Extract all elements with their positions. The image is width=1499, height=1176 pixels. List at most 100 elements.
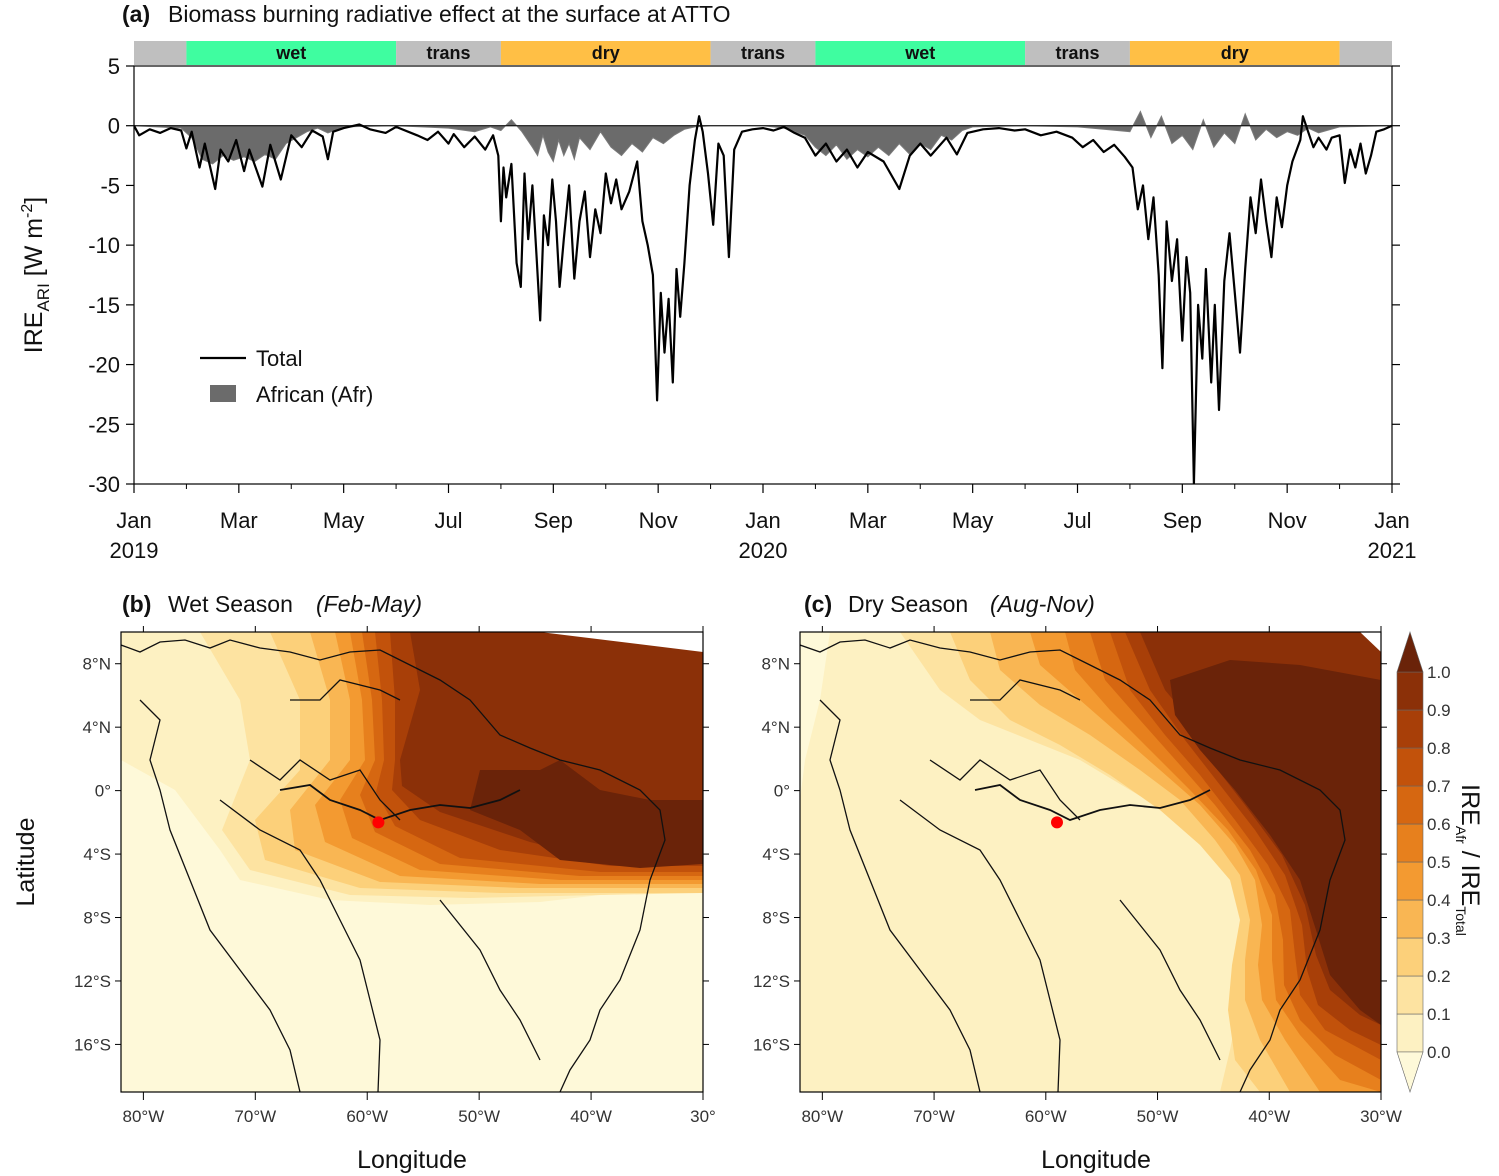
cbar-seg-0 [1396, 1013, 1424, 1053]
map-xtick-label-1: 70°W [234, 1107, 276, 1126]
map-ytick-label-3: 4°S [762, 845, 790, 864]
map-xtick-label-1: 70°W [913, 1107, 955, 1126]
ytick-label-2: -5 [100, 173, 120, 198]
season-label-1: wet [275, 43, 306, 63]
cbar-seg-2 [1396, 937, 1424, 977]
panel-a-axes: 5 0 -5 -10 -15 -20 -25 -30 Jan 2019 Mar May Jul Sep No… [88, 54, 1416, 563]
xtick-label-12: Jan [1374, 508, 1409, 533]
colorbar-label: IREAfr / IRETotal [1453, 784, 1484, 936]
ylabel-main: IRE [20, 312, 48, 354]
map-b-field [121, 632, 703, 1092]
map-xtick-label-0: 80°W [123, 1107, 165, 1126]
cbar-seg-8 [1396, 709, 1424, 749]
xtick-label-10: Sep [1163, 508, 1202, 533]
map-b-atlantic-coast [121, 639, 666, 1092]
cbar-tick-10: 1.0 [1427, 663, 1451, 682]
map-c-border-2 [899, 799, 1061, 1092]
map-b-contour-max [470, 760, 703, 868]
season-label-7: dry [1221, 43, 1249, 63]
legend-total-label: Total [256, 346, 302, 371]
cbar-tick-2: 0.2 [1427, 967, 1451, 986]
map-ytick-label-0: 8°N [761, 655, 790, 674]
map-c-field [800, 632, 1381, 1092]
map-ytick-label-2: 0° [774, 782, 790, 801]
xtick-year-12: 2021 [1368, 538, 1417, 563]
panel-b-xlabel: Longitude [357, 1146, 467, 1174]
map-b-border-1 [249, 759, 401, 821]
panel-a-tag: (a) [122, 1, 150, 27]
season-block-8 [1339, 41, 1392, 65]
season-block-2 [396, 41, 501, 65]
season-block-7 [1129, 41, 1340, 65]
cbar-max-triangle [1396, 631, 1424, 673]
season-block-4 [710, 41, 816, 65]
ytick-label-0: 5 [108, 54, 120, 79]
map-c-contour-0.0 [800, 632, 830, 800]
season-block-0 [134, 41, 187, 65]
cbar-tick-7: 0.7 [1427, 777, 1451, 796]
panel-c-ticks: 80°W 70°W 60°W 50°W 40°W 30°W 8°N 4°N 0° 4°S 8°S 12… [753, 626, 1402, 1126]
cbar-label-a-sub: Afr [1453, 826, 1469, 844]
season-label-3: dry [592, 43, 620, 63]
cbar-seg-1 [1396, 975, 1424, 1015]
xtick-label-11: Nov [1268, 508, 1307, 533]
map-c-pacific-coast [819, 699, 981, 1092]
map-ytick-label-4: 8°S [762, 909, 790, 928]
cbar-min-triangle [1396, 1051, 1424, 1093]
cbar-tick-1: 0.1 [1427, 1005, 1451, 1024]
cbar-tick-4: 0.4 [1427, 891, 1451, 910]
panel-a-legend: Total African (Afr) [200, 346, 373, 407]
map-b-amazon-river [279, 784, 521, 821]
xtick-label-6: Jan [745, 508, 780, 533]
map-ytick-label-0: 8°N [82, 655, 111, 674]
cbar-seg-7 [1396, 747, 1424, 787]
map-b-border-2 [219, 799, 381, 1092]
xtick-label-0: Jan [116, 508, 151, 533]
panel-b-subtitle: (Feb-May) [316, 591, 422, 617]
ytick-label-5: -20 [88, 353, 120, 378]
panel-b-frame [120, 631, 704, 1093]
map-b-border-3 [290, 679, 401, 701]
xtick-label-7: Mar [849, 508, 887, 533]
panel-c-tag: (c) [804, 591, 832, 617]
season-label-6: trans [1055, 43, 1099, 63]
season-block-3 [500, 41, 711, 65]
ylabel-unit-sup: -2 [19, 204, 36, 218]
panel-c-frame [799, 631, 1382, 1093]
cbar-tick-8: 0.8 [1427, 739, 1451, 758]
xtick-year-6: 2020 [739, 538, 788, 563]
xtick-label-9: Jul [1063, 508, 1091, 533]
map-ytick-label-4: 8°S [83, 909, 111, 928]
map-b-pacific-coast [139, 699, 301, 1092]
ytick-label-4: -15 [88, 293, 120, 318]
ylabel-unit-a: [W m [20, 218, 48, 283]
panel-c-xlabel: Longitude [1041, 1146, 1151, 1174]
map-xtick-label-4: 40°W [1248, 1107, 1290, 1126]
panel-a-frame [133, 65, 1393, 485]
ylabel-sub: ARI [34, 283, 53, 311]
legend-african-swatch [210, 385, 236, 402]
map-xtick-label-3: 50°W [1137, 1107, 1179, 1126]
cbar-tick-5: 0.5 [1427, 853, 1451, 872]
map-ytick-label-2: 0° [95, 782, 111, 801]
xtick-label-8: May [952, 508, 994, 533]
total-line-series [134, 115, 1392, 484]
ytick-label-6: -25 [88, 412, 120, 437]
cbar-seg-5 [1396, 823, 1424, 863]
ytick-label-7: -30 [88, 472, 120, 497]
season-label-4: trans [741, 43, 785, 63]
map-ytick-label-1: 4°N [761, 718, 790, 737]
ytick-label-3: -10 [88, 233, 120, 258]
xtick-label-5: Nov [639, 508, 678, 533]
xtick-label-4: Sep [534, 508, 573, 533]
map-b-coastlines [121, 639, 666, 1092]
panel-c-subtitle: (Aug-Nov) [990, 591, 1095, 617]
map-ytick-label-3: 4°S [83, 845, 111, 864]
panel-c-title: Dry Season [848, 591, 968, 617]
cbar-label-b-sub: Total [1453, 906, 1469, 936]
legend-african-label: African (Afr) [256, 382, 373, 407]
cbar-tick-6: 0.6 [1427, 815, 1451, 834]
cbar-tick-3: 0.3 [1427, 929, 1451, 948]
map-ytick-label-6: 16°S [753, 1035, 790, 1054]
